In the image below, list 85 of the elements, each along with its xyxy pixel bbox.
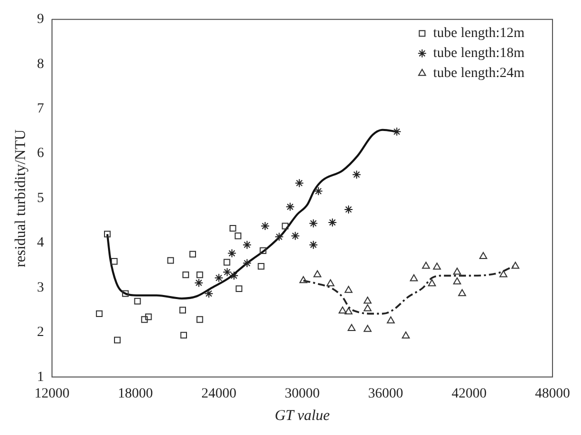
y-axis-title: residual turbidity/NTU	[12, 129, 29, 268]
point	[344, 307, 353, 314]
point	[134, 298, 141, 304]
point	[229, 271, 238, 280]
point	[313, 270, 322, 278]
point	[274, 232, 284, 242]
point	[344, 286, 353, 293]
point	[326, 279, 334, 286]
point	[104, 230, 111, 238]
point	[290, 231, 300, 240]
point	[308, 240, 318, 250]
point	[260, 247, 266, 254]
point	[122, 290, 129, 297]
point	[196, 316, 204, 323]
y-tick-label: 1	[37, 370, 44, 385]
legend-label: tube length:18m	[433, 46, 525, 62]
point	[453, 268, 462, 275]
legend-label: tube length:24m	[433, 66, 525, 82]
point	[141, 316, 148, 323]
point	[422, 262, 430, 269]
y-tick-label: 3	[37, 280, 44, 296]
y-tick-label: 4	[37, 236, 44, 251]
point	[364, 304, 372, 312]
x-tick-label: 36000	[368, 386, 404, 402]
point	[308, 218, 318, 228]
point	[96, 310, 103, 318]
point	[410, 274, 418, 282]
point	[392, 127, 402, 136]
point	[453, 277, 462, 284]
point	[167, 257, 174, 264]
x-tick-label: 48000	[535, 386, 570, 402]
point	[189, 250, 196, 258]
point	[234, 232, 242, 240]
x-tick-label: 12000	[34, 386, 70, 402]
point	[364, 324, 372, 332]
point	[386, 316, 395, 324]
point	[499, 270, 508, 278]
point	[182, 271, 190, 278]
point	[338, 306, 347, 314]
x-tick-label: 18000	[118, 386, 153, 402]
point	[242, 258, 252, 268]
point	[294, 178, 304, 188]
y-tick-label: 6	[37, 146, 44, 162]
point	[282, 222, 288, 230]
x-tick-label: 30000	[284, 386, 320, 402]
point	[286, 202, 295, 212]
point	[145, 313, 152, 320]
point	[180, 332, 187, 338]
point	[314, 186, 323, 196]
point	[458, 289, 466, 296]
x-axis-title: GT value	[274, 408, 330, 424]
x-tick-label: 24000	[201, 386, 236, 402]
point	[242, 240, 252, 250]
point	[194, 278, 204, 288]
point	[344, 204, 354, 214]
point	[224, 258, 230, 266]
point	[214, 273, 224, 282]
point	[114, 336, 121, 344]
point	[196, 271, 204, 278]
point	[110, 258, 118, 265]
point	[204, 289, 214, 298]
x-tick-label: 42000	[452, 386, 487, 402]
point	[222, 268, 232, 277]
point	[328, 218, 337, 227]
point	[260, 222, 270, 231]
point	[352, 170, 362, 180]
point	[299, 276, 308, 284]
point	[511, 262, 520, 269]
y-tick-label: 2	[37, 325, 44, 340]
point	[227, 248, 236, 258]
point	[428, 279, 436, 286]
point	[364, 296, 372, 304]
point	[348, 324, 356, 331]
point	[179, 306, 186, 314]
y-tick-label: 8	[37, 56, 44, 72]
point	[433, 262, 441, 270]
point	[479, 252, 488, 259]
point	[236, 285, 242, 292]
y-tick-label: 9	[37, 12, 44, 28]
point	[230, 224, 236, 232]
point	[258, 262, 264, 270]
y-tick-label: 7	[37, 102, 44, 117]
legend-label: tube length:12m	[433, 26, 525, 42]
y-tick-label: 5	[37, 190, 44, 206]
point	[402, 332, 410, 339]
